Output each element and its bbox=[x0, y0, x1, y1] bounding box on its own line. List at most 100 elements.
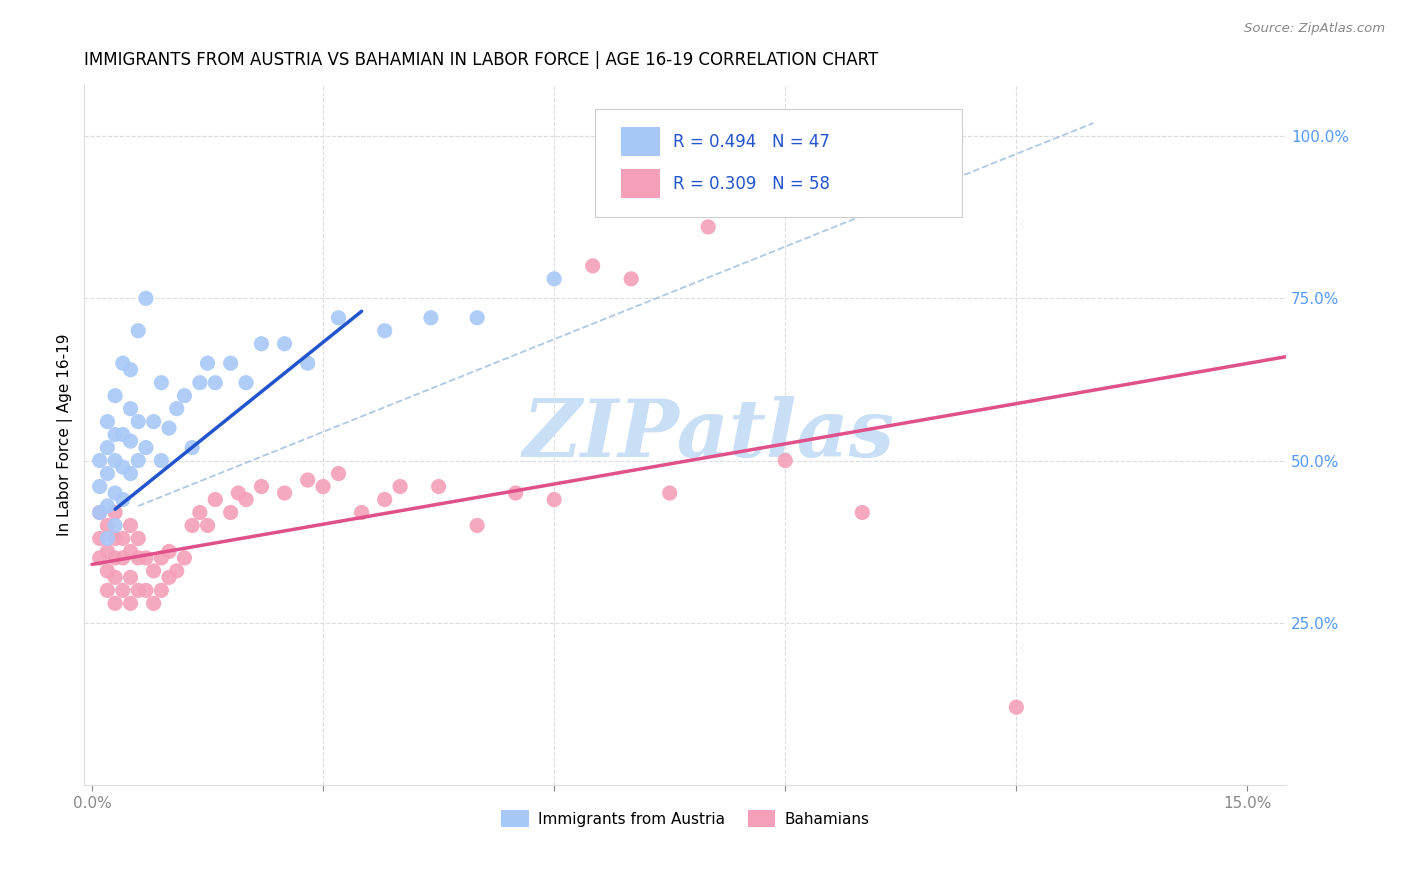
Point bbox=[543, 272, 565, 286]
Bar bbox=[621, 127, 659, 156]
Point bbox=[96, 564, 118, 578]
Point bbox=[111, 550, 134, 565]
Point bbox=[350, 506, 373, 520]
Point bbox=[120, 467, 142, 481]
Point bbox=[127, 453, 149, 467]
Text: R = 0.309   N = 58: R = 0.309 N = 58 bbox=[673, 176, 830, 194]
Point bbox=[228, 486, 250, 500]
Point bbox=[104, 506, 127, 520]
Point bbox=[851, 506, 873, 520]
Point bbox=[120, 518, 142, 533]
Point bbox=[582, 259, 605, 273]
FancyBboxPatch shape bbox=[595, 109, 962, 218]
Point bbox=[111, 532, 134, 546]
Point bbox=[166, 401, 188, 416]
Point bbox=[89, 506, 111, 520]
Point bbox=[142, 596, 165, 610]
Point bbox=[104, 427, 127, 442]
Point bbox=[157, 421, 180, 435]
Point bbox=[166, 564, 188, 578]
Point bbox=[104, 518, 127, 533]
Point bbox=[104, 389, 127, 403]
Point bbox=[543, 492, 565, 507]
Point bbox=[142, 564, 165, 578]
Point bbox=[150, 453, 173, 467]
Point bbox=[273, 336, 295, 351]
Point bbox=[111, 460, 134, 475]
Point bbox=[96, 415, 118, 429]
Point bbox=[104, 532, 127, 546]
Point bbox=[297, 473, 319, 487]
Point bbox=[104, 453, 127, 467]
Point bbox=[235, 376, 257, 390]
Point bbox=[188, 506, 211, 520]
Point bbox=[127, 324, 149, 338]
Point bbox=[135, 583, 157, 598]
Point bbox=[127, 550, 149, 565]
Point bbox=[173, 550, 195, 565]
Point bbox=[89, 506, 111, 520]
Text: ZIPatlas: ZIPatlas bbox=[523, 396, 896, 474]
Point bbox=[419, 310, 441, 325]
Point bbox=[235, 492, 257, 507]
Point bbox=[104, 550, 127, 565]
Point bbox=[328, 467, 350, 481]
Point bbox=[150, 550, 173, 565]
Point bbox=[111, 492, 134, 507]
Point bbox=[135, 550, 157, 565]
Point bbox=[312, 479, 335, 493]
Y-axis label: In Labor Force | Age 16-19: In Labor Force | Age 16-19 bbox=[58, 334, 73, 536]
Point bbox=[188, 376, 211, 390]
Point bbox=[328, 310, 350, 325]
Point bbox=[197, 356, 219, 370]
Point bbox=[89, 453, 111, 467]
Point bbox=[465, 310, 488, 325]
Point bbox=[197, 518, 219, 533]
Point bbox=[250, 336, 273, 351]
Point bbox=[127, 583, 149, 598]
Point bbox=[96, 518, 118, 533]
Point bbox=[96, 467, 118, 481]
Point bbox=[96, 583, 118, 598]
Point bbox=[111, 356, 134, 370]
Point bbox=[96, 532, 118, 546]
Point bbox=[374, 324, 396, 338]
Point bbox=[219, 506, 242, 520]
Point bbox=[427, 479, 450, 493]
Point bbox=[89, 479, 111, 493]
Point bbox=[120, 596, 142, 610]
Point bbox=[157, 570, 180, 584]
Point bbox=[142, 415, 165, 429]
Bar bbox=[621, 169, 659, 198]
Point bbox=[104, 570, 127, 584]
Point bbox=[775, 453, 797, 467]
Point bbox=[111, 427, 134, 442]
Point bbox=[111, 583, 134, 598]
Point bbox=[658, 129, 681, 144]
Point bbox=[135, 441, 157, 455]
Text: IMMIGRANTS FROM AUSTRIA VS BAHAMIAN IN LABOR FORCE | AGE 16-19 CORRELATION CHART: IMMIGRANTS FROM AUSTRIA VS BAHAMIAN IN L… bbox=[84, 51, 879, 69]
Point bbox=[104, 596, 127, 610]
Point bbox=[104, 486, 127, 500]
Point bbox=[120, 362, 142, 376]
Point bbox=[697, 219, 720, 234]
Point bbox=[120, 544, 142, 558]
Point bbox=[120, 434, 142, 449]
Point bbox=[96, 441, 118, 455]
Point bbox=[127, 532, 149, 546]
Point bbox=[297, 356, 319, 370]
Point bbox=[219, 356, 242, 370]
Point bbox=[89, 532, 111, 546]
Point bbox=[374, 492, 396, 507]
Point bbox=[389, 479, 412, 493]
Point bbox=[150, 376, 173, 390]
Point bbox=[181, 518, 204, 533]
Point bbox=[273, 486, 295, 500]
Point bbox=[120, 401, 142, 416]
Point bbox=[135, 291, 157, 305]
Point bbox=[465, 518, 488, 533]
Point bbox=[157, 544, 180, 558]
Point bbox=[204, 492, 226, 507]
Legend: Immigrants from Austria, Bahamians: Immigrants from Austria, Bahamians bbox=[495, 804, 876, 833]
Point bbox=[250, 479, 273, 493]
